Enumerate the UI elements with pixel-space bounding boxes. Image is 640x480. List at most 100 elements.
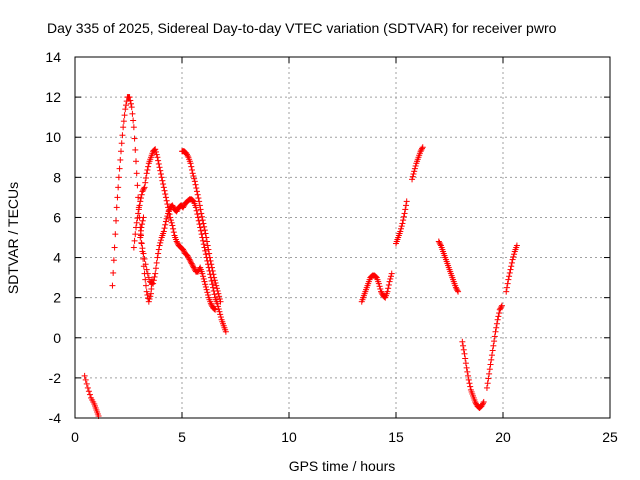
data-point — [506, 269, 513, 276]
data-point — [139, 245, 146, 252]
data-point — [190, 172, 197, 179]
data-point — [170, 225, 177, 232]
data-point — [115, 174, 122, 181]
data-point — [385, 281, 392, 288]
data-point — [210, 284, 217, 291]
data-point — [136, 202, 143, 209]
data-point — [167, 214, 174, 221]
data-point — [131, 135, 138, 142]
data-point — [152, 146, 159, 153]
data-point — [112, 231, 119, 238]
data-point — [156, 242, 163, 249]
data-point — [152, 270, 159, 277]
data-point — [455, 288, 462, 295]
data-point — [157, 167, 164, 174]
data-point — [126, 94, 133, 101]
data-point — [132, 158, 139, 165]
data-point — [494, 316, 501, 323]
data-point — [203, 286, 210, 293]
data-point — [189, 170, 196, 177]
data-point — [85, 388, 92, 395]
axis-tick-labels: 0 5 10 15 20 25 -4 -2 0 2 4 6 8 10 12 14 — [45, 49, 618, 445]
data-point — [157, 237, 164, 244]
data-point — [196, 202, 203, 209]
data-point — [145, 163, 152, 170]
data-point — [131, 237, 138, 244]
data-point — [137, 198, 144, 205]
data-point — [378, 288, 385, 295]
data-point — [388, 270, 395, 277]
data-point — [199, 270, 206, 277]
data-point — [173, 208, 180, 215]
data-point — [193, 207, 200, 214]
data-point — [210, 305, 217, 312]
data-point — [170, 229, 177, 236]
data-point — [137, 234, 144, 241]
data-point — [190, 263, 197, 270]
data-point — [185, 255, 192, 262]
data-point — [497, 305, 504, 312]
data-point — [201, 223, 208, 230]
data-point — [214, 300, 221, 307]
data-point — [196, 198, 203, 205]
x-tick-label: 20 — [495, 429, 511, 445]
data-point — [510, 253, 517, 260]
data-point — [193, 185, 200, 192]
data-point — [210, 271, 217, 278]
data-point — [480, 400, 487, 407]
data-point — [138, 239, 145, 246]
data-point — [162, 221, 169, 228]
data-point — [156, 164, 163, 171]
data-point — [111, 244, 118, 251]
data-point — [465, 376, 472, 383]
data-point — [472, 400, 479, 407]
data-point — [492, 328, 499, 335]
data-point — [397, 228, 404, 235]
data-point — [123, 102, 130, 109]
data-point — [195, 217, 202, 224]
data-point — [180, 203, 187, 210]
data-point — [192, 204, 199, 211]
data-point — [168, 219, 175, 226]
data-point — [190, 264, 197, 271]
data-point — [202, 281, 209, 288]
data-point — [201, 278, 208, 285]
data-point — [118, 148, 125, 155]
data-point — [153, 259, 160, 266]
data-point — [129, 110, 136, 117]
data-point — [169, 222, 176, 229]
data-point — [489, 347, 496, 354]
data-point — [157, 239, 164, 246]
data-point — [189, 197, 196, 204]
data-point — [195, 214, 202, 221]
data-point — [402, 206, 409, 213]
data-point — [135, 210, 142, 217]
data-point — [167, 217, 174, 224]
data-point — [120, 118, 127, 125]
data-point — [493, 324, 500, 331]
data-point — [142, 179, 149, 186]
data-point — [158, 174, 165, 181]
data-point — [133, 170, 140, 177]
data-point — [198, 213, 205, 220]
data-point — [496, 306, 503, 313]
x-axis-label: GPS time / hours — [289, 458, 396, 474]
data-point — [400, 213, 407, 220]
y-tick-label: -2 — [49, 370, 62, 386]
data-point — [213, 282, 220, 289]
data-point — [200, 275, 207, 282]
data-point — [472, 398, 479, 405]
data-point — [487, 361, 494, 368]
data-point — [115, 184, 122, 191]
data-point — [163, 197, 170, 204]
data-point — [491, 333, 498, 340]
data-point — [388, 273, 395, 280]
data-point — [130, 244, 137, 251]
data-point — [194, 191, 201, 198]
data-point — [113, 217, 120, 224]
data-point — [110, 257, 117, 264]
data-point — [478, 402, 485, 409]
data-point — [190, 197, 197, 204]
data-point — [184, 152, 191, 159]
data-point — [202, 283, 209, 290]
